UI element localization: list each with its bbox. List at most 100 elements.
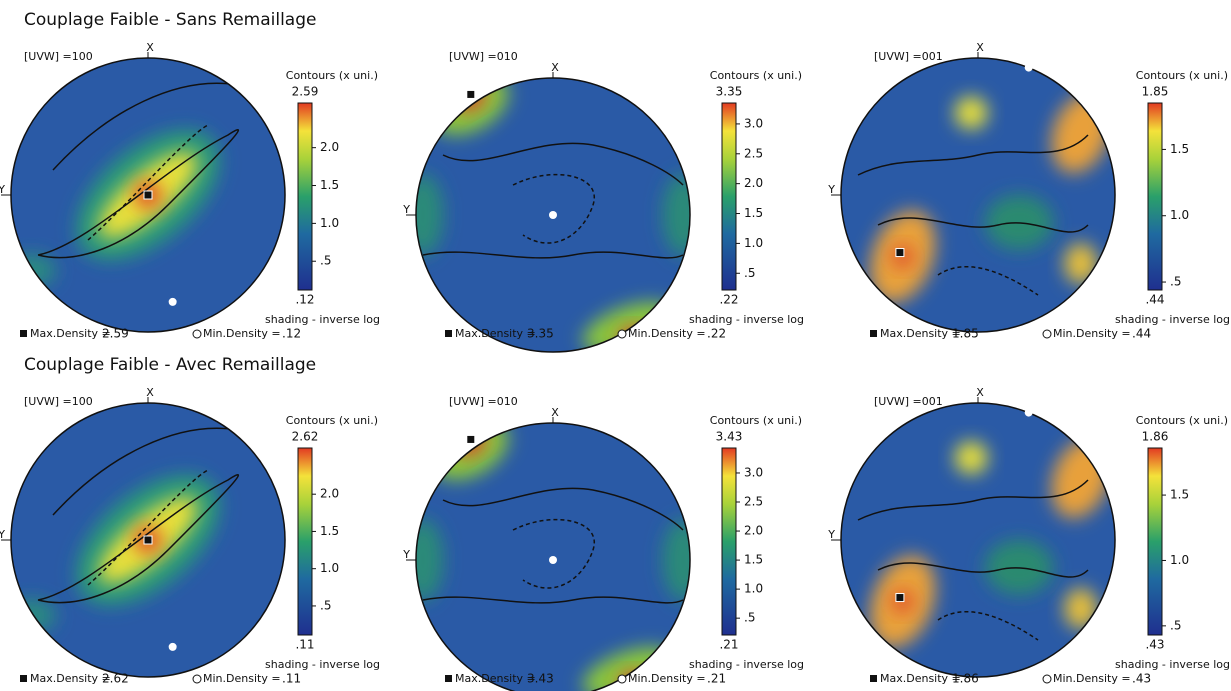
min-density-label: Min.Density = xyxy=(203,327,281,340)
uvw-label: [UVW] =100 xyxy=(24,395,93,408)
colorbar-tick-label: .5 xyxy=(744,611,755,625)
min-density-label: Min.Density = xyxy=(1053,327,1131,340)
colorbar-tick-label: 1.0 xyxy=(1170,553,1189,567)
colorbar-tick-label: .5 xyxy=(320,254,331,268)
uvw-label: [UVW] =100 xyxy=(24,50,93,63)
colorbar-tick-label: 1.0 xyxy=(744,582,763,596)
y-axis-label: Y xyxy=(0,183,5,196)
max-symbol xyxy=(445,675,452,682)
min-density-value: .43 xyxy=(1132,672,1151,686)
contours-label: Contours (x uni.) xyxy=(710,69,802,82)
uvw-label: [UVW] =001 xyxy=(874,395,943,408)
min-marker xyxy=(1024,408,1033,417)
min-symbol xyxy=(617,674,627,684)
colorbar-tick-label: 1.5 xyxy=(744,553,763,567)
max-marker xyxy=(143,190,153,200)
colorbar-tick-label: 2.5 xyxy=(744,146,763,160)
contour xyxy=(87,124,209,241)
max-symbol xyxy=(20,675,27,682)
density-blob xyxy=(1064,587,1098,630)
contour xyxy=(937,266,1039,296)
colorbar-tick-label: 2.0 xyxy=(744,176,763,190)
min-marker xyxy=(549,556,557,564)
colorbar-tick-label: 1.5 xyxy=(744,206,763,220)
contour xyxy=(877,217,1089,233)
max-density-value: 2.62 xyxy=(102,672,129,686)
max-density-label: Max.Density = xyxy=(30,327,111,340)
row-title: Couplage Faible - Avec Remaillage xyxy=(24,355,316,375)
density-blob xyxy=(11,253,57,287)
colorbar-tick-label: 1.0 xyxy=(1170,208,1189,222)
max-marker xyxy=(466,434,476,444)
contour xyxy=(442,487,684,531)
shading-label: shading - inverse log xyxy=(1115,658,1230,671)
max-density-value: 1.85 xyxy=(952,327,979,341)
max-marker xyxy=(143,535,153,545)
uvw-label: [UVW] =010 xyxy=(449,50,518,63)
y-axis-label: Y xyxy=(402,548,410,561)
density-map xyxy=(841,58,1115,332)
colorbar-tick-label: 3.0 xyxy=(744,465,763,479)
y-axis-label: Y xyxy=(827,183,835,196)
scale-max: 1.85 xyxy=(1142,85,1169,99)
max-density-label: Max.Density = xyxy=(30,672,111,685)
max-symbol xyxy=(445,330,452,337)
colorbar-tick-label: 1.5 xyxy=(320,524,339,538)
scale-max: 3.43 xyxy=(716,430,743,444)
contour xyxy=(877,562,1089,578)
colorbar xyxy=(297,447,313,636)
pole-figure: [UVW] =010 X Y Contours (x uni.) 3.43 3.0 2.5 2… xyxy=(402,395,804,691)
contour xyxy=(512,173,596,244)
min-density-label: Min.Density = xyxy=(628,327,706,340)
colorbar-tick-label: 1.5 xyxy=(1170,488,1189,502)
colorbar xyxy=(1147,447,1163,636)
contours-label: Contours (x uni.) xyxy=(1136,69,1228,82)
density-blob xyxy=(11,598,57,632)
max-marker xyxy=(895,593,905,603)
colorbar xyxy=(297,102,313,291)
colorbar xyxy=(1147,102,1163,291)
contours-label: Contours (x uni.) xyxy=(710,414,802,427)
colorbar-tick-label: 2.0 xyxy=(320,487,339,501)
max-density-value: 2.59 xyxy=(102,327,129,341)
x-axis-label: X xyxy=(146,386,154,399)
max-symbol xyxy=(870,330,877,337)
scale-min: .12 xyxy=(295,293,314,307)
colorbar-tick-label: 1.0 xyxy=(744,236,763,250)
pole-figure: [UVW] =001 X Y Contours (x uni.) 1.85 1.5 1.0.… xyxy=(827,41,1230,341)
min-density-label: Min.Density = xyxy=(628,672,706,685)
scale-min: .44 xyxy=(1145,293,1164,307)
density-blob xyxy=(662,173,690,257)
x-axis-label: X xyxy=(551,406,559,419)
density-blob xyxy=(954,441,988,475)
y-axis-label: Y xyxy=(402,203,410,216)
max-symbol xyxy=(20,330,27,337)
min-marker xyxy=(168,297,177,306)
contour xyxy=(422,596,684,604)
scale-max: 3.35 xyxy=(716,85,743,99)
colorbar-tick-label: 1.0 xyxy=(320,561,339,575)
contour xyxy=(37,474,240,604)
min-marker xyxy=(549,211,557,219)
contours-label: Contours (x uni.) xyxy=(286,69,378,82)
scale-min: .21 xyxy=(719,638,738,652)
scale-max: 2.62 xyxy=(292,430,319,444)
row-title: Couplage Faible - Sans Remaillage xyxy=(24,10,316,30)
min-symbol xyxy=(192,674,202,684)
density-blob xyxy=(954,96,988,130)
scale-min: .22 xyxy=(719,293,738,307)
contour xyxy=(52,427,239,516)
contour xyxy=(442,142,684,186)
max-density-label: Max.Density = xyxy=(455,672,536,685)
colorbar-tick-label: .5 xyxy=(1170,618,1181,632)
colorbar xyxy=(721,102,737,291)
max-marker xyxy=(895,248,905,258)
min-density-label: Min.Density = xyxy=(1053,672,1131,685)
colorbar-tick-label: 2.0 xyxy=(744,524,763,538)
scale-min: .11 xyxy=(295,638,314,652)
colorbar-tick-label: .5 xyxy=(744,266,755,280)
max-density-label: Max.Density = xyxy=(880,327,961,340)
max-density-value: 3.35 xyxy=(527,327,554,341)
min-density-value: .11 xyxy=(282,672,301,686)
min-symbol xyxy=(1042,674,1052,684)
